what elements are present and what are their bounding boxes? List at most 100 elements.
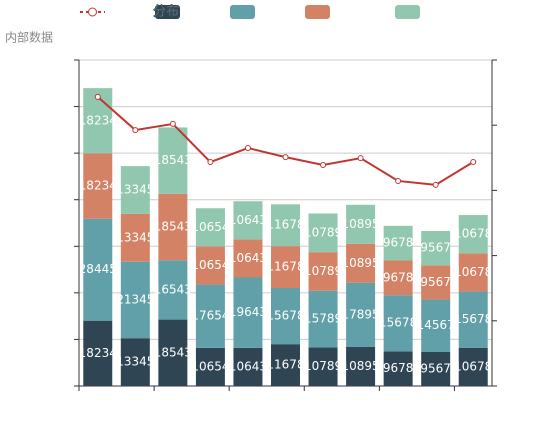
data-label: 18543 [154,153,192,167]
bar-segment [421,299,451,352]
data-label: 18234 [79,346,117,360]
data-label: 13345 [116,230,154,244]
bar-segment [158,260,188,320]
line-point [207,159,214,166]
bar-segment [233,347,263,386]
data-label: 11678 [266,358,304,372]
bar-segment [271,344,300,386]
bar-segment [195,208,225,247]
bar-segment [383,295,413,352]
bar-segment [383,351,413,386]
data-label: 10654 [191,220,229,234]
bar-segment [346,243,376,283]
bar-segment [458,291,488,348]
chart-subtitle: 内部数据 [5,30,53,45]
bar-segment [233,201,263,240]
legend-icon [305,5,330,19]
bar-segment [83,153,113,219]
bar-segment [308,213,338,253]
bar-segment [271,204,300,247]
data-label: 10789 [304,359,342,373]
bar-segment [158,193,188,261]
bar-segment [346,204,376,244]
bar-segment [195,347,225,386]
line-point [244,145,251,152]
data-label: 10678 [454,265,492,279]
legend-icon [395,5,420,19]
bar-segment [271,246,300,288]
line-point [320,161,327,168]
bar-segment [233,239,263,278]
data-label: 9567 [420,361,451,375]
data-label: 11678 [266,218,304,232]
line-point [282,154,289,161]
data-label: 14567 [417,318,455,332]
bar-segment [458,347,488,386]
bar-segment [195,284,225,348]
bar-segment [421,230,451,266]
data-label: 9678 [383,236,414,250]
data-label: 10643 [229,359,267,373]
data-label: 10895 [341,359,379,373]
bar-segment [421,265,451,300]
bar-segment [83,218,113,321]
data-label: 15678 [379,316,417,330]
line-point [169,120,176,127]
data-label: 18234 [79,113,117,127]
bar-segment [383,225,413,261]
data-label: 9567 [420,241,451,255]
bar-segment [233,277,263,348]
data-label: 10678 [454,227,492,241]
line-point [94,93,101,100]
data-label: 28445 [79,262,117,276]
data-label: 18543 [154,220,192,234]
bar-segment [120,213,150,262]
bar-segment [458,215,488,254]
legend-icon [155,5,180,19]
bar-segment [308,290,338,348]
data-label: 21345 [116,292,154,306]
bar-segment [120,166,150,214]
data-label: 11678 [266,260,304,274]
data-label: 18234 [79,179,117,193]
data-label: 10789 [304,264,342,278]
bar-segment [158,319,188,386]
line-point [395,177,402,184]
data-label: 9678 [383,361,414,375]
bar-segment [421,351,451,386]
data-label: 13345 [116,183,154,197]
data-label: 9567 [420,275,451,289]
data-label: 16543 [154,282,192,296]
data-label: 15678 [266,309,304,323]
data-label: 10643 [229,213,267,227]
line [97,96,474,186]
bar-segment [83,320,113,386]
bar-segment [158,127,188,194]
data-label: 13345 [116,355,154,369]
data-label: 9678 [383,270,414,284]
line-point [470,159,477,166]
data-label: 10654 [191,258,229,272]
legend-icon [230,5,255,19]
bar-segment [195,246,225,285]
data-label: 15678 [454,312,492,326]
bar-segment [120,338,150,386]
bar-segment [346,282,376,347]
bar-segment [346,346,376,386]
data-label: 17895 [341,307,379,321]
bar-segment [120,261,150,339]
bar-segment [308,252,338,291]
data-label: 10643 [229,251,267,265]
data-label: 18543 [154,345,192,359]
data-label: 10789 [304,225,342,239]
data-label: 19643 [229,305,267,319]
data-label: 17654 [191,309,229,323]
data-label: 15789 [304,312,342,326]
bar-segment [308,347,338,386]
line-point [132,127,139,134]
bar-segment [383,260,413,296]
bar-segment [458,253,488,292]
data-label: 10654 [191,359,229,373]
data-label: 10895 [341,217,379,231]
